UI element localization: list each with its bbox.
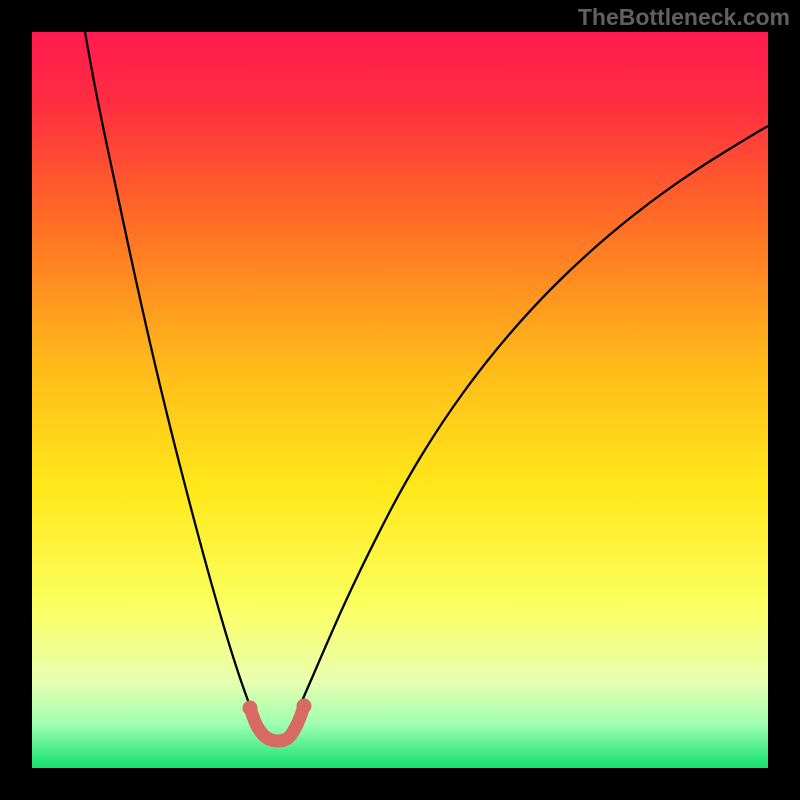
watermark-text: TheBottleneck.com: [578, 4, 790, 31]
marker-dot-right: [297, 699, 312, 714]
chart-container: TheBottleneck.com: [0, 0, 800, 800]
plot-area: [32, 32, 768, 768]
marker-dot-left: [243, 701, 258, 716]
